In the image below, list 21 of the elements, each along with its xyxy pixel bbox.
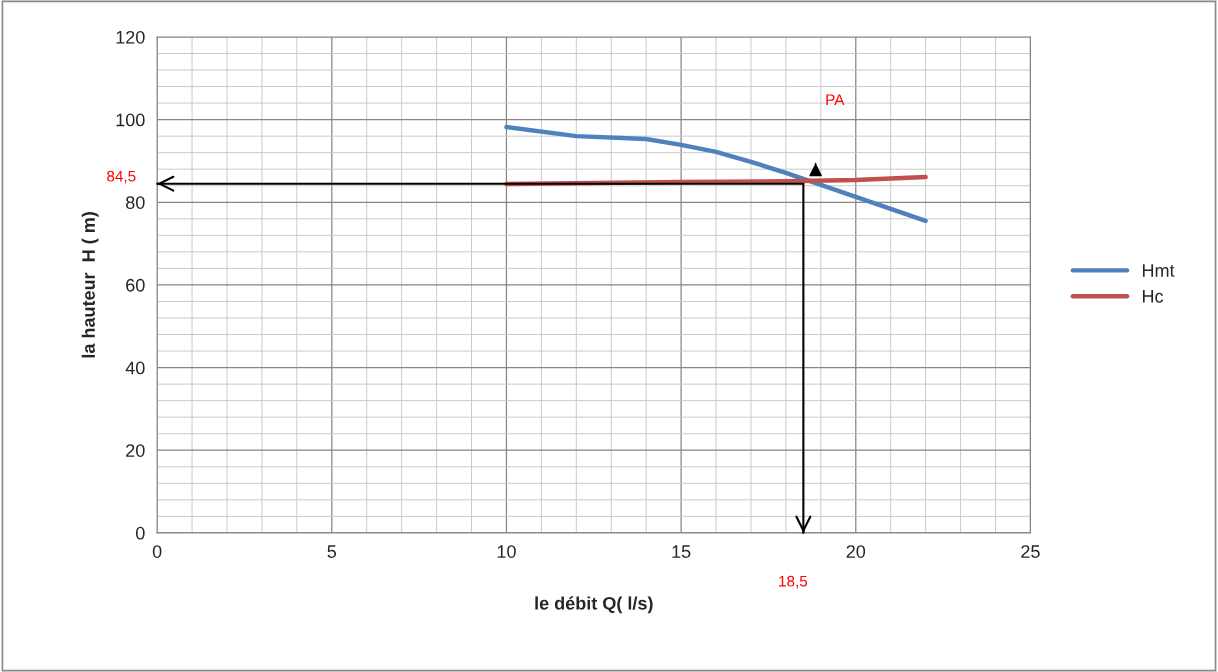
ref-line-label: 84,5 xyxy=(107,170,136,184)
line-series xyxy=(504,124,928,224)
x-tick-label: 25 xyxy=(1021,545,1040,558)
ref-line-label: 18,5 xyxy=(779,575,808,589)
y-tick-label: 0 xyxy=(135,526,145,540)
annotation: PA xyxy=(826,94,845,105)
x-axis-title: le débit Q( l/s) xyxy=(535,596,653,614)
x-tick-label: 20 xyxy=(846,545,866,558)
legend-label: Hc xyxy=(1142,290,1164,303)
x-tick-label: 10 xyxy=(497,545,516,558)
y-tick-label: 60 xyxy=(126,278,145,292)
y-tick-label: 40 xyxy=(125,361,145,375)
y-tick-label: 20 xyxy=(126,444,145,457)
x-tick-label: 15 xyxy=(672,545,691,558)
legend-label: Hmt xyxy=(1142,264,1175,277)
y-tick-label: 120 xyxy=(116,30,145,44)
y-tick-label: 80 xyxy=(126,196,145,209)
y-tick-label: 100 xyxy=(116,113,145,127)
x-tick-label: 0 xyxy=(152,545,162,558)
x-tick-label: 5 xyxy=(327,545,337,558)
y-axis-title: la hauteur H ( m) xyxy=(81,212,99,358)
